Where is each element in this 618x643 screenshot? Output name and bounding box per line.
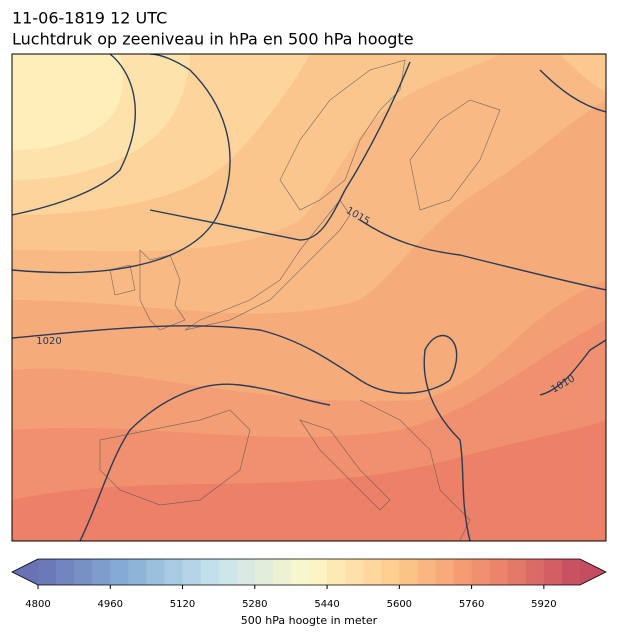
colorbar-outline xyxy=(11,558,607,586)
colorbar-band xyxy=(543,559,563,585)
colorbar-band xyxy=(381,559,400,585)
colorbar-band xyxy=(327,559,346,585)
colorbar-band xyxy=(110,559,129,585)
colorbar: 4800 4960 5120 5280 5440 5600 5760 5920 xyxy=(11,558,607,610)
colorbar-band xyxy=(182,559,202,585)
colorbar-tick-label: 5600 xyxy=(387,599,412,610)
isobar xyxy=(12,54,136,216)
colorbar-band xyxy=(92,559,111,585)
colorbar-band xyxy=(435,559,455,585)
coastline xyxy=(139,249,186,331)
colorbar-band xyxy=(471,559,491,585)
map-title: 11-06-1819 12 UTC xyxy=(12,9,167,28)
colorbar-band xyxy=(164,559,184,585)
coastline xyxy=(299,419,391,511)
colorbar-tick-label: 5280 xyxy=(242,599,267,610)
colorbar-tick-label: 4800 xyxy=(25,599,50,610)
colorbar-band xyxy=(399,559,418,585)
colorbar-band xyxy=(309,559,328,585)
isobar xyxy=(149,61,411,241)
colorbar-band xyxy=(128,559,147,585)
colorbar-band xyxy=(56,559,75,585)
colorbar-band xyxy=(453,559,473,585)
coastline xyxy=(359,399,471,541)
colorbar-band xyxy=(363,559,382,585)
colorbar-tick-label: 5440 xyxy=(314,599,339,610)
colorbar-tick-label: 5920 xyxy=(531,599,556,610)
colorbar-tick-label: 4960 xyxy=(98,599,123,610)
map-frame xyxy=(11,53,607,542)
colorbar-band xyxy=(38,559,57,585)
isobar xyxy=(359,219,606,291)
isobar xyxy=(79,383,331,541)
colorbar-band xyxy=(290,559,310,585)
colorbar-label: 500 hPa hoogte in meter xyxy=(241,614,378,627)
colorbar-band xyxy=(74,559,93,585)
map-area xyxy=(12,54,606,541)
colorbar-tick-label: 5120 xyxy=(170,599,195,610)
colorbar-tick-label: 5760 xyxy=(459,599,484,610)
colorbar-band xyxy=(345,559,364,585)
coastline xyxy=(184,199,351,331)
colorbar-band xyxy=(525,559,545,585)
colorbar-extend-high xyxy=(580,559,606,585)
isobar xyxy=(539,339,606,396)
colorbar-band xyxy=(272,559,292,585)
colorbar-band xyxy=(200,559,220,585)
isobar xyxy=(12,54,231,274)
coastline xyxy=(279,59,406,211)
colorbar-band xyxy=(218,559,238,585)
height-band xyxy=(560,54,606,92)
colorbar-band xyxy=(146,559,165,585)
colorbar-band xyxy=(489,559,509,585)
colorbar-band xyxy=(561,559,581,585)
height-band xyxy=(12,54,123,150)
isobar xyxy=(539,69,606,113)
colorbar-band xyxy=(507,559,527,585)
colorbar-extend-low xyxy=(12,559,38,585)
coastline xyxy=(109,264,136,296)
colorbar-band xyxy=(417,559,436,585)
colorbar-band xyxy=(236,559,256,585)
colorbar-band xyxy=(254,559,274,585)
isobar-label: 1020 xyxy=(36,336,61,347)
coastline xyxy=(409,99,501,211)
coastline xyxy=(99,409,251,506)
isobar xyxy=(12,325,471,541)
map-subtitle: Luchtdruk op zeeniveau in hPa en 500 hPa… xyxy=(12,30,414,49)
